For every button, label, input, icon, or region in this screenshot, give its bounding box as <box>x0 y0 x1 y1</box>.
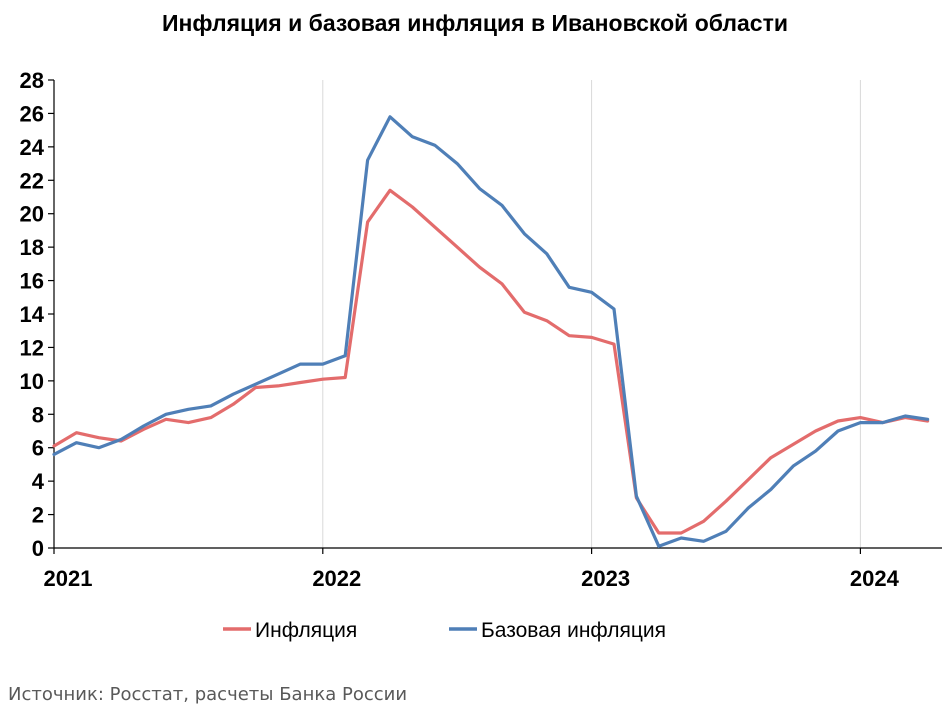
y-tick-label: 26 <box>20 101 44 126</box>
y-tick-label: 16 <box>20 269 44 294</box>
y-tick-label: 2 <box>32 503 44 528</box>
legend-label-core-inflation: Базовая инфляция <box>481 619 666 642</box>
x-tick-label-2024: 2024 <box>850 566 900 591</box>
y-tick-label: 24 <box>20 135 45 160</box>
y-tick-label: 20 <box>20 202 44 227</box>
y-tick-label: 6 <box>32 436 44 461</box>
x-tick-label-2022: 2022 <box>312 566 361 591</box>
y-tick-label: 14 <box>20 302 45 327</box>
legend-label-inflation: Инфляция <box>255 619 357 642</box>
y-tick-label: 22 <box>20 168 44 193</box>
axes <box>48 79 942 554</box>
y-tick-label: 0 <box>32 536 44 561</box>
legend: Инфляция Базовая инфляция <box>223 619 666 642</box>
x-tick-label-2023: 2023 <box>581 566 630 591</box>
grid-lines <box>322 80 861 548</box>
y-tick-label: 12 <box>20 335 44 360</box>
x-tick-label-2021: 2021 <box>44 566 93 591</box>
y-tick-label: 18 <box>20 235 44 260</box>
y-tick-label: 8 <box>32 402 44 427</box>
y-tick-label: 10 <box>20 369 44 394</box>
y-tick-label: 4 <box>32 469 45 494</box>
x-tick-labels: 2021 2022 2023 2024 <box>44 566 900 591</box>
source-note: Источник: Росстат, расчеты Банка России <box>8 684 408 705</box>
series-line-inflation <box>52 188 930 535</box>
chart-title: Инфляция и базовая инфляция в Ивановской… <box>161 10 788 36</box>
series-lines <box>52 115 930 548</box>
series-line-core-inflation <box>52 115 930 548</box>
y-tick-label: 28 <box>20 68 44 93</box>
